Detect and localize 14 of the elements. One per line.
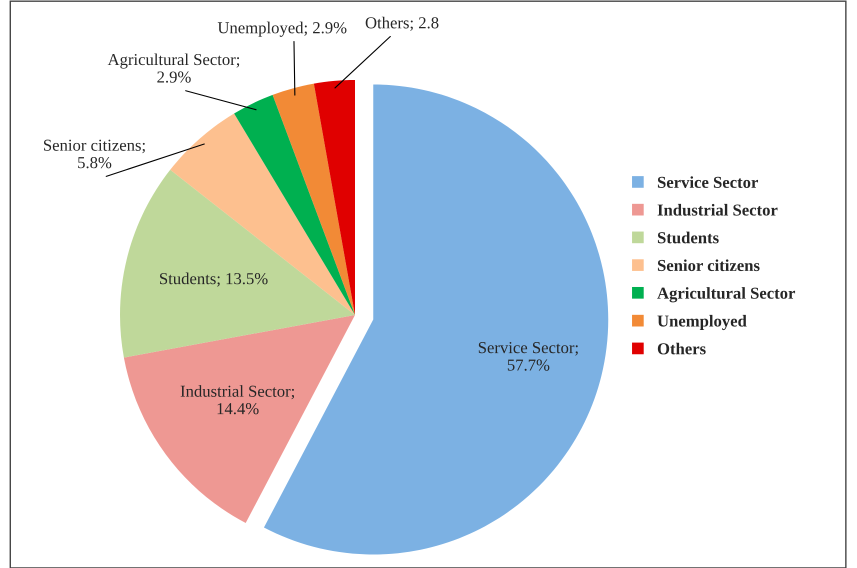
data-label: Others; 2.8 [366, 16, 438, 31]
data-label: Senior citizens; 5.8% [44, 140, 145, 168]
legend-label: Industrial Sector [658, 204, 778, 216]
data-label: Agricultural Sector; 2.9% [108, 53, 240, 83]
data-label: Students; 13.5% [160, 272, 268, 287]
data-label: Service Sector; 57.7% [478, 342, 578, 371]
legend-label: Unemployed [657, 314, 747, 330]
legend-label: Others [658, 342, 706, 354]
legend-label: Service Sector [658, 176, 758, 188]
legend-label: Students [658, 232, 719, 244]
data-label: Industrial Sector; 14.4% [180, 385, 294, 414]
legend-label: Agricultural Sector [657, 287, 796, 302]
data-label: Unemployed; 2.9% [218, 22, 346, 37]
legend-label: Senior citizens [658, 259, 760, 272]
